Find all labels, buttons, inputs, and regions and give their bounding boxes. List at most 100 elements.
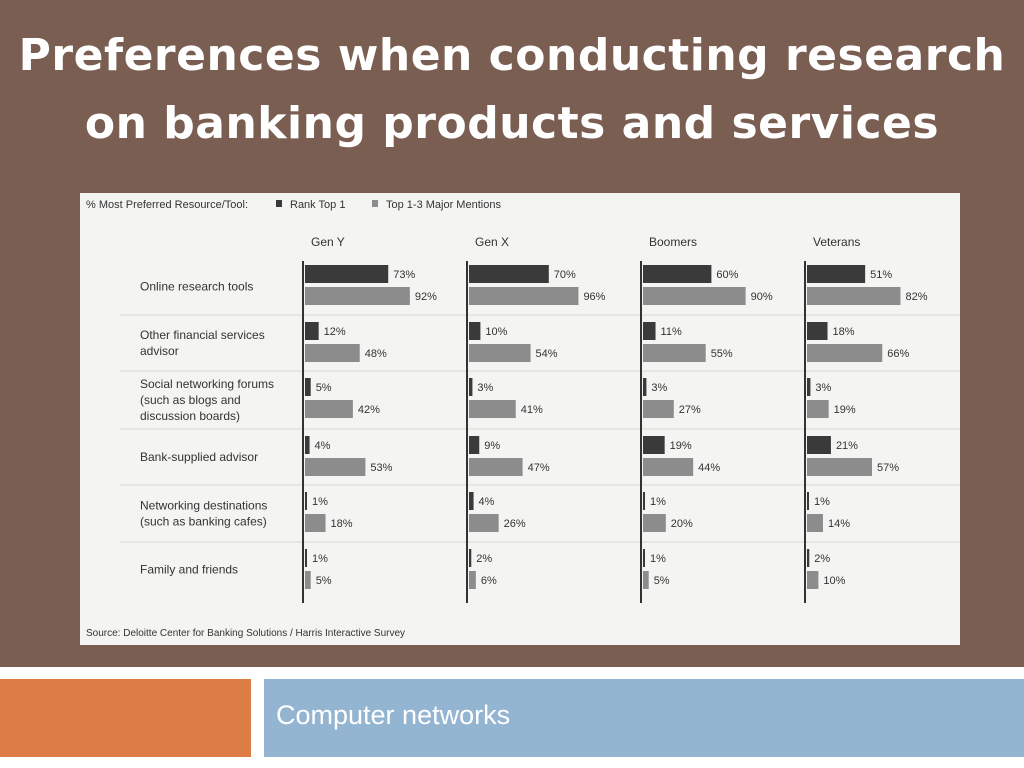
bar-top-3 [807, 344, 883, 362]
bar-top-3 [807, 514, 823, 532]
data-label-rank-top-1: 11% [661, 326, 682, 338]
legend-title: % Most Preferred Resource/Tool: [86, 199, 248, 211]
bar-rank-top-1 [305, 436, 310, 454]
data-label-rank-top-1: 19% [670, 440, 692, 452]
data-label-rank-top-1: 9% [484, 440, 500, 452]
data-label-rank-top-1: 2% [476, 553, 492, 565]
data-label-rank-top-1: 3% [477, 382, 493, 394]
bar-top-3 [469, 571, 476, 589]
data-label-top-3: 48% [365, 348, 387, 360]
bar-top-3 [807, 287, 901, 305]
category-label: (such as blogs and [140, 393, 241, 407]
data-label-rank-top-1: 60% [716, 269, 738, 281]
data-label-top-3: 44% [698, 462, 720, 474]
footer-text: Computer networks [276, 700, 511, 730]
group-header: Boomers [649, 235, 697, 249]
data-label-top-3: 14% [828, 518, 850, 530]
data-label-top-3: 96% [583, 291, 605, 303]
data-label-rank-top-1: 3% [651, 382, 667, 394]
data-label-top-3: 19% [834, 404, 856, 416]
bar-top-3 [643, 514, 666, 532]
data-label-rank-top-1: 5% [316, 382, 332, 394]
data-label-top-3: 66% [887, 348, 909, 360]
data-label-rank-top-1: 1% [814, 496, 830, 508]
data-label-top-3: 26% [504, 518, 526, 530]
bar-top-3 [643, 400, 674, 418]
category-label: discussion boards) [140, 409, 240, 423]
footer-orange-block [0, 679, 251, 757]
bar-rank-top-1 [469, 436, 480, 454]
bar-rank-top-1 [305, 322, 319, 340]
bar-top-3 [305, 400, 353, 418]
data-label-top-3: 92% [415, 291, 437, 303]
data-label-top-3: 90% [751, 291, 773, 303]
bar-rank-top-1 [305, 549, 307, 567]
bar-top-3 [305, 514, 326, 532]
data-label-rank-top-1: 2% [814, 553, 830, 565]
legend-swatch-rank-top-1 [276, 200, 282, 207]
chart-source: Source: Deloitte Center for Banking Solu… [86, 628, 405, 639]
data-label-top-3: 47% [528, 462, 550, 474]
bar-top-3 [305, 344, 360, 362]
bar-rank-top-1 [469, 322, 481, 340]
data-label-top-3: 10% [823, 575, 845, 587]
data-label-rank-top-1: 10% [485, 326, 507, 338]
group-header: Gen X [475, 235, 509, 249]
data-label-rank-top-1: 70% [554, 269, 576, 281]
category-label: Bank-supplied advisor [140, 450, 258, 464]
category-label: Other financial services [140, 328, 265, 342]
bar-rank-top-1 [807, 322, 828, 340]
data-label-rank-top-1: 4% [315, 440, 331, 452]
slide-title-line-2: on banking products and services [84, 98, 940, 149]
data-label-top-3: 18% [331, 518, 353, 530]
bar-top-3 [469, 458, 523, 476]
category-label: Online research tools [140, 280, 253, 294]
bar-top-3 [643, 571, 649, 589]
bar-top-3 [469, 287, 579, 305]
data-label-top-3: 27% [679, 404, 701, 416]
data-label-top-3: 5% [316, 575, 332, 587]
chart-panel: % Most Preferred Resource/Tool: Rank Top … [80, 193, 960, 645]
bar-rank-top-1 [305, 492, 307, 510]
group-header: Veterans [813, 235, 860, 249]
data-label-top-3: 6% [481, 575, 497, 587]
bar-top-3 [807, 458, 872, 476]
bar-rank-top-1 [643, 322, 656, 340]
legend-swatch-top-3 [372, 200, 378, 207]
footer-blue-block [264, 679, 1024, 757]
bar-rank-top-1 [807, 549, 810, 567]
data-label-rank-top-1: 3% [815, 382, 831, 394]
bar-rank-top-1 [469, 492, 474, 510]
data-label-rank-top-1: 1% [650, 496, 666, 508]
bar-rank-top-1 [643, 549, 645, 567]
bar-chart: % Most Preferred Resource/Tool: Rank Top … [86, 199, 960, 639]
bar-top-3 [469, 344, 531, 362]
data-label-rank-top-1: 73% [393, 269, 415, 281]
bar-top-3 [643, 344, 706, 362]
bar-top-3 [305, 571, 311, 589]
bar-rank-top-1 [643, 265, 712, 283]
bar-rank-top-1 [807, 265, 866, 283]
data-label-top-3: 5% [654, 575, 670, 587]
data-label-top-3: 57% [877, 462, 899, 474]
bar-top-3 [469, 400, 516, 418]
category-label: advisor [140, 344, 179, 358]
group-header: Gen Y [311, 235, 345, 249]
bar-rank-top-1 [643, 378, 647, 396]
bar-rank-top-1 [807, 378, 811, 396]
data-label-rank-top-1: 21% [836, 440, 858, 452]
bar-rank-top-1 [469, 378, 473, 396]
bar-top-3 [807, 400, 829, 418]
bar-top-3 [469, 514, 499, 532]
data-label-top-3: 41% [521, 404, 543, 416]
category-label: Family and friends [140, 563, 238, 577]
bar-rank-top-1 [469, 265, 549, 283]
bar-top-3 [305, 458, 366, 476]
data-label-rank-top-1: 1% [312, 553, 328, 565]
data-label-top-3: 54% [536, 348, 558, 360]
data-label-rank-top-1: 4% [479, 496, 495, 508]
bar-rank-top-1 [643, 436, 665, 454]
data-label-rank-top-1: 1% [312, 496, 328, 508]
slide-title: Preferences when conducting research on … [0, 22, 1024, 158]
bar-rank-top-1 [305, 265, 389, 283]
